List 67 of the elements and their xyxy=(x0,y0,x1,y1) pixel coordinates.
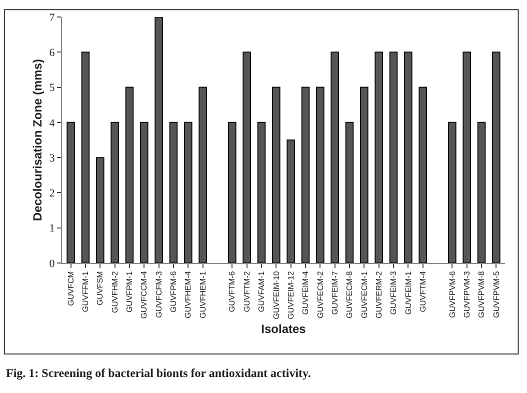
bar xyxy=(360,86,368,263)
bar xyxy=(81,52,90,263)
bar xyxy=(257,122,266,263)
x-tick-label: GUVFECM-1 xyxy=(360,270,369,318)
bar xyxy=(154,17,163,263)
x-tick-label: GUVFPM-1 xyxy=(125,270,134,313)
bar xyxy=(374,52,384,263)
bar xyxy=(301,86,310,263)
bar xyxy=(418,86,428,263)
y-tick-label: 2 xyxy=(49,188,55,200)
y-axis-title: Decolourisation Zone (mms) xyxy=(30,58,45,222)
y-tick-label: 6 xyxy=(49,46,56,59)
x-tick-label: GUVFSM xyxy=(96,270,105,306)
bar xyxy=(492,52,500,263)
x-tick-label: GUVFAM-1 xyxy=(257,270,266,312)
x-tick-label: GUVFEIM-10 xyxy=(272,270,281,320)
x-tick-label: GUVFECM-2 xyxy=(316,270,325,318)
bar xyxy=(389,52,398,263)
x-tick-label: GUVFTM-6 xyxy=(228,270,237,312)
x-tick-label: GUVFPM-6 xyxy=(169,270,178,313)
x-tick-label: GUVFHM-2 xyxy=(110,270,120,313)
x-tick-label: GUVFPVM-3 xyxy=(462,270,472,318)
x-tick-label: GUVFPVM-6 xyxy=(448,270,457,318)
x-tick-label: GUVFFM-1 xyxy=(81,270,90,312)
x-tick-label: GUVFECM-8 xyxy=(345,270,354,318)
bar xyxy=(66,122,75,263)
bar xyxy=(140,122,148,263)
x-tick-label: GUVFTM-2 xyxy=(242,270,252,312)
x-tick-label: GUVFEIM-1 xyxy=(404,270,413,315)
bar xyxy=(198,86,207,263)
bar xyxy=(96,157,104,263)
bar xyxy=(184,122,192,263)
x-tick-label: GUVFCM xyxy=(66,270,76,306)
y-tick-label: 1 xyxy=(49,222,55,235)
x-tick-label: GUVFEIM-7 xyxy=(330,270,340,315)
bar xyxy=(316,86,324,263)
bar xyxy=(125,86,134,263)
x-tick-label: GUVFERM-2 xyxy=(374,270,384,318)
bar xyxy=(272,86,280,263)
y-tick-label: 4 xyxy=(49,117,56,130)
bar xyxy=(110,122,119,263)
x-tick-label: GUVFPVM-5 xyxy=(492,270,501,318)
caption: Fig. 1: Screening of bacterial bionts for antioxidant activity. xyxy=(6,366,311,380)
x-tick-label: GUVFEIM-12 xyxy=(286,270,296,320)
x-tick-label: GUVFTM-4 xyxy=(418,270,428,312)
bar xyxy=(462,52,472,263)
bar xyxy=(228,122,236,263)
x-tick-label: GUVFEIM-4 xyxy=(301,270,310,315)
y-tick-label: 7 xyxy=(49,12,56,24)
x-tick-label: GUVFPVM-8 xyxy=(477,270,486,318)
y-tick-label: 0 xyxy=(49,258,56,270)
x-tick-label: GUVFCCM-4 xyxy=(140,270,149,319)
bar xyxy=(404,52,412,263)
bar xyxy=(477,122,486,263)
x-tick-label: GUVFCFM-3 xyxy=(154,270,164,318)
bar xyxy=(169,122,178,263)
y-tick-label: 3 xyxy=(49,152,56,164)
bar xyxy=(330,52,340,263)
bar xyxy=(448,122,456,263)
x-tick-label: GUVFEIM-3 xyxy=(389,270,398,315)
bar xyxy=(345,122,354,263)
bar xyxy=(242,52,251,263)
x-tick-label: GUVFHEM-1 xyxy=(198,270,208,318)
x-tick-label: GUVFHEM-4 xyxy=(184,270,193,318)
y-tick-label: 5 xyxy=(49,82,56,94)
bar xyxy=(286,140,295,263)
x-axis-title: Isolates xyxy=(261,322,306,336)
